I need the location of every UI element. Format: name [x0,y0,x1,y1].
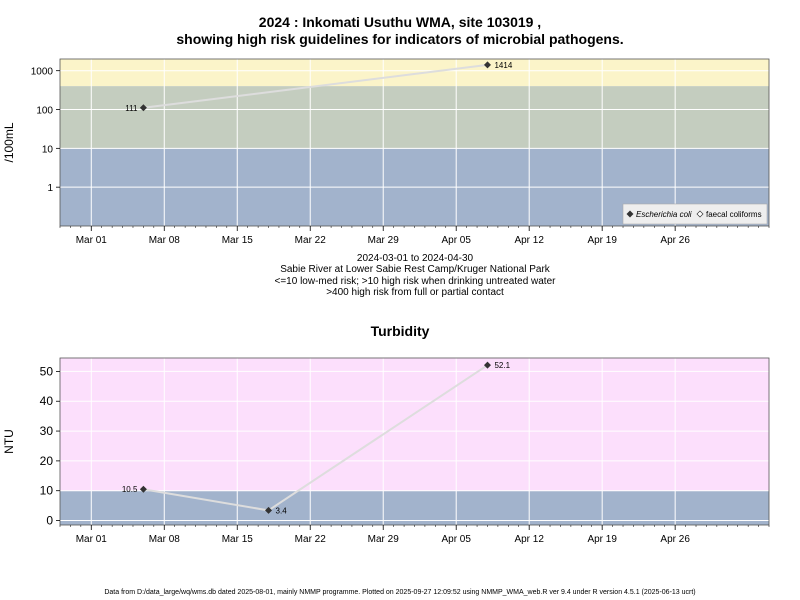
y-axis-label: /100mL [2,122,16,162]
y-tick-label: 20 [40,454,54,468]
y-axis-label: NTU [2,429,16,454]
data-label: 1414 [494,61,512,70]
x-tick-label: Apr 12 [514,235,544,246]
risk-band-yellow [60,59,769,87]
legend-marker-open [696,210,704,218]
x-tick-label: Apr 26 [660,534,690,545]
y-tick-label: 1 [47,183,53,194]
x-tick-label: Apr 26 [660,235,690,246]
date-range-label: 2024-03-01 to 2024-04-30 [356,253,474,264]
turbidity-title: Turbidity [370,323,430,339]
data-point [139,104,147,112]
risk-band-blue [60,490,769,525]
microbial-chart: 1 10 100 1000 Mar 01 Mar 08 Mar 15 Mar 22 Mar 29… [2,58,770,246]
x-tick-label: Mar 22 [295,235,327,246]
x-tick-label: Mar 01 [76,235,108,246]
legend-marker-filled [626,210,634,218]
chart-title-line2: showing high risk guidelines for indicat… [176,31,624,47]
x-tick-label: Mar 15 [222,534,254,545]
y-tick-label: 30 [40,424,54,438]
legend-box [622,203,768,225]
data-label: 10.5 [122,485,138,494]
x-tick-label: Apr 05 [441,235,471,246]
data-point [265,506,273,514]
data-point [139,485,147,493]
y-tick-label: 10 [40,484,54,498]
x-tick-label: Mar 08 [149,235,181,246]
x-tick-label: Mar 01 [76,534,108,545]
data-label: 3.4 [276,506,288,515]
risk-guideline-drinking: <=10 low-med risk; >10 high risk when dr… [274,276,556,287]
data-label: 111 [125,104,138,113]
risk-band-pink [60,358,769,491]
chart-title-line1: 2024 : Inkomati Usuthu WMA, site 103019 … [258,14,542,30]
x-tick-label: Mar 15 [222,235,254,246]
x-tick-label: Mar 22 [295,534,327,545]
y-tick-label: 50 [40,364,54,378]
footer-note: Data from D:/data_large/wq/wms.db dated … [104,589,696,596]
site-label: Sabie River at Lower Sabie Rest Camp/Kru… [280,264,550,275]
x-tick-label: Apr 19 [587,235,617,246]
y-tick-label: 1000 [31,67,54,78]
x-tick-label: Mar 29 [368,235,400,246]
risk-guideline-contact: >400 high risk from full or partial cont… [326,287,504,298]
data-point [483,61,491,69]
data-label: 52.1 [494,361,510,370]
y-tick-label: 10 [42,144,54,155]
x-tick-label: Apr 19 [587,534,617,545]
x-tick-label: Apr 12 [514,534,544,545]
x-tick-label: Apr 05 [441,534,471,545]
legend-label: faecal coliforms [706,210,762,219]
y-tick-label: 40 [40,394,54,408]
turbidity-chart: 0 10 20 30 40 50 Mar 01 Mar 08 Mar 15 Mar 22 Mar 2… [2,357,770,545]
y-tick-label: 100 [36,106,53,117]
x-tick-label: Mar 08 [149,534,181,545]
x-tick-label: Mar 29 [368,534,400,545]
series-line [143,63,488,109]
data-point [483,361,491,369]
legend-label: Escherichia coli [636,210,692,219]
y-tick-label: 0 [46,514,53,528]
risk-band-green [60,86,769,149]
